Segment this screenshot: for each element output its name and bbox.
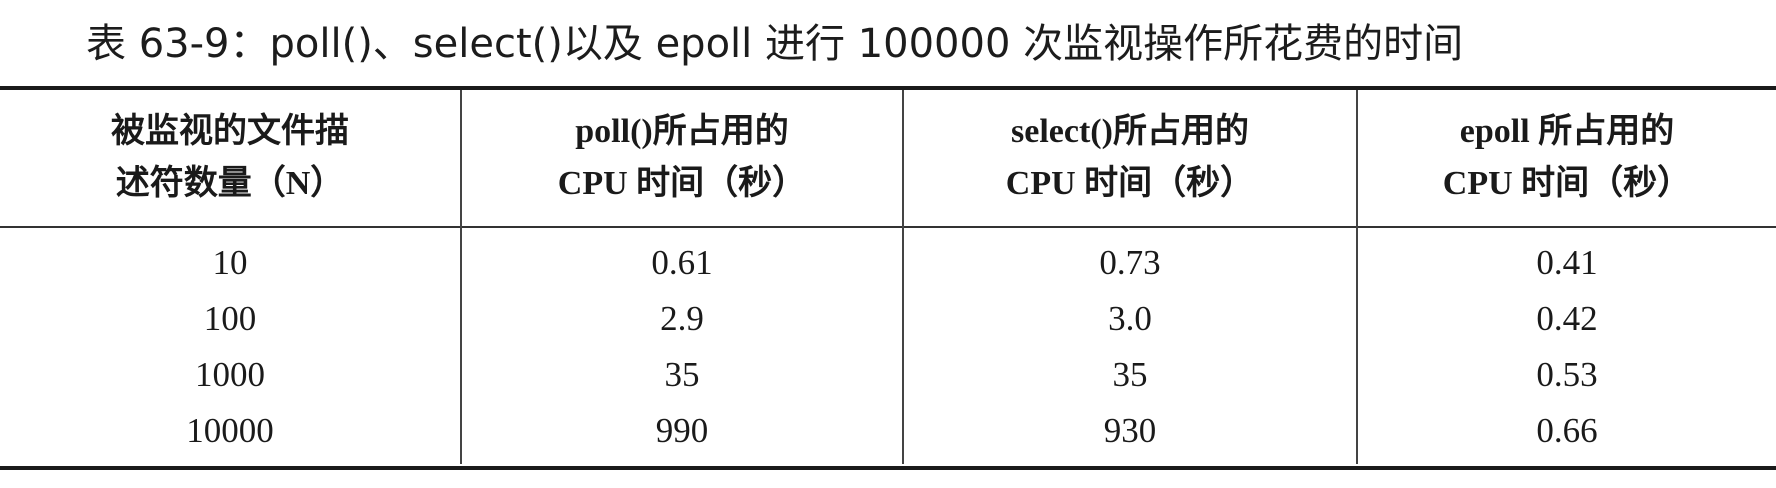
cell-poll-time: 2.9 (660, 299, 704, 338)
table-caption: 表 63-9：poll()、select()以及 epoll 进行 100000… (86, 21, 1464, 67)
header-fd-count-line2: 述符数量（N） (115, 165, 345, 202)
header-epoll-cpu-line2: CPU 时间（秒） (1442, 165, 1692, 202)
header-select-cpu: select()所占用的 CPU 时间（秒） (904, 90, 1356, 226)
header-select-cpu-line2: CPU 时间（秒） (1005, 165, 1255, 202)
cell-epoll-time: 0.42 (1536, 299, 1598, 338)
cell-epoll-time: 0.53 (1536, 355, 1598, 394)
cell-select-time: 35 (1112, 355, 1148, 394)
cell-fd-count: 10000 (186, 411, 274, 450)
table-row: 10 0.61 0.73 0.41 (0, 235, 1776, 291)
column-divider (1356, 90, 1358, 464)
header-poll-cpu-line1: poll()所占用的 (575, 113, 789, 150)
cell-select-time: 930 (1103, 411, 1157, 450)
cell-fd-count: 100 (203, 299, 257, 338)
cell-epoll-time: 0.41 (1536, 243, 1598, 282)
header-poll-cpu: poll()所占用的 CPU 时间（秒） (462, 90, 902, 226)
header-epoll-cpu-line1: epoll 所占用的 (1459, 113, 1675, 150)
cell-poll-time: 0.61 (651, 243, 713, 282)
header-select-cpu-line1: select()所占用的 (1011, 113, 1249, 150)
table-body: 10 0.61 0.73 0.41 100 2.9 3.0 0.42 1000 … (0, 235, 1776, 459)
header-fd-count-line1: 被监视的文件描 (111, 113, 349, 150)
cell-select-time: 3.0 (1108, 299, 1152, 338)
timing-table: 被监视的文件描 述符数量（N） poll()所占用的 CPU 时间（秒） sel… (0, 86, 1776, 470)
header-poll-cpu-line2: CPU 时间（秒） (557, 165, 807, 202)
cell-poll-time: 35 (664, 355, 700, 394)
cell-select-time: 0.73 (1099, 243, 1161, 282)
header-epoll-cpu: epoll 所占用的 CPU 时间（秒） (1358, 90, 1776, 226)
table-row: 100 2.9 3.0 0.42 (0, 291, 1776, 347)
cell-poll-time: 990 (655, 411, 709, 450)
column-divider (460, 90, 462, 464)
cell-fd-count: 1000 (195, 355, 265, 394)
cell-epoll-time: 0.66 (1536, 411, 1598, 450)
table-row: 10000 990 930 0.66 (0, 403, 1776, 459)
table-row: 1000 35 35 0.53 (0, 347, 1776, 403)
column-divider (902, 90, 904, 464)
table-header-row: 被监视的文件描 述符数量（N） poll()所占用的 CPU 时间（秒） sel… (0, 90, 1776, 228)
cell-fd-count: 10 (212, 243, 248, 282)
header-fd-count: 被监视的文件描 述符数量（N） (0, 90, 460, 226)
